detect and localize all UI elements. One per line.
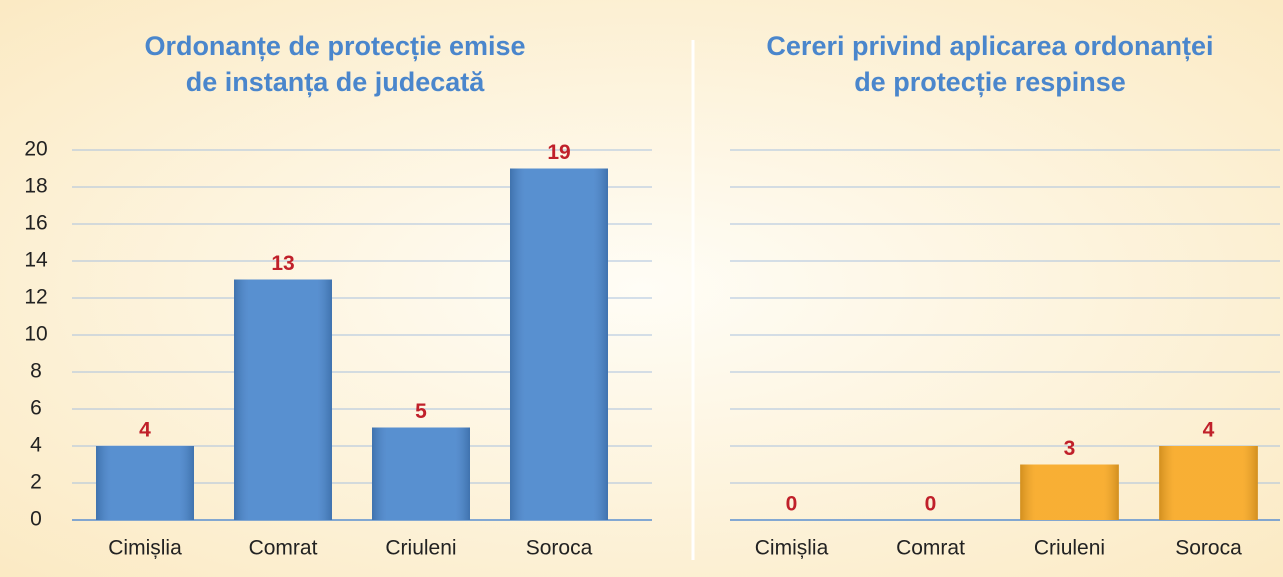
- x-tick-label: Cimișlia: [755, 537, 829, 560]
- chart-title: Cereri privind aplicarea ordonanței: [766, 31, 1213, 61]
- y-tick-label: 18: [24, 175, 47, 198]
- value-label: 19: [547, 141, 570, 164]
- value-label: 5: [415, 400, 427, 423]
- y-tick-label: 6: [30, 397, 42, 420]
- value-label: 13: [271, 252, 294, 275]
- bar-shade: [1020, 464, 1119, 520]
- y-tick-label: 0: [30, 508, 42, 531]
- x-tick-label: Cimișlia: [108, 537, 182, 560]
- y-tick-label: 12: [24, 286, 47, 309]
- x-tick-label: Comrat: [896, 537, 965, 560]
- y-tick-label: 4: [30, 434, 42, 457]
- y-tick-label: 16: [24, 212, 47, 235]
- value-label: 3: [1064, 437, 1076, 460]
- y-tick-label: 2: [30, 471, 42, 494]
- y-tick-label: 10: [24, 323, 47, 346]
- bar-shade: [372, 427, 470, 520]
- x-tick-label: Soroca: [1175, 537, 1242, 560]
- y-tick-label: 8: [30, 360, 42, 383]
- value-label: 0: [925, 493, 937, 516]
- x-tick-label: Comrat: [249, 537, 318, 560]
- y-tick-label: 14: [24, 249, 48, 272]
- bar-shade: [96, 446, 194, 520]
- y-tick-label: 20: [24, 138, 47, 161]
- chart-title: Ordonanțe de protecție emise: [144, 31, 525, 61]
- value-label: 4: [139, 419, 151, 442]
- value-label: 0: [786, 493, 798, 516]
- bar-shade: [1159, 446, 1258, 520]
- x-tick-label: Soroca: [526, 537, 593, 560]
- chart-title: de instanța de judecată: [186, 67, 486, 97]
- chart-title: de protecție respinse: [854, 67, 1126, 97]
- value-label: 4: [1203, 419, 1215, 442]
- bar-shade: [510, 168, 608, 520]
- x-tick-label: Criuleni: [1034, 537, 1105, 560]
- x-tick-label: Criuleni: [385, 537, 456, 560]
- bar-shade: [234, 279, 332, 520]
